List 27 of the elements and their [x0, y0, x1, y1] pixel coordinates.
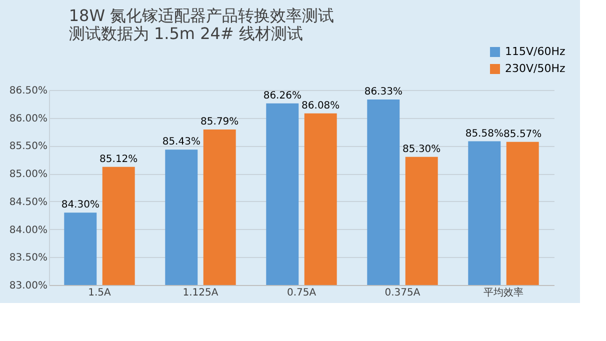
data-label: 86.33% — [364, 86, 402, 98]
x-tick-label: 1.125A — [182, 288, 218, 298]
y-tick-label: 86.00% — [9, 113, 48, 124]
x-tick-label: 1.5A — [88, 288, 112, 298]
y-tick-label: 84.50% — [9, 196, 48, 208]
data-label: 85.57% — [504, 128, 542, 140]
x-tick-label: 平均效率 — [484, 286, 524, 298]
data-label: 86.08% — [302, 100, 340, 112]
data-label: 85.30% — [402, 144, 441, 155]
x-tick-label: 0.75A — [286, 288, 316, 298]
data-label: 86.26% — [263, 90, 302, 102]
y-tick-label: 86.50% — [9, 86, 48, 96]
legend-label: 115V/60Hz — [505, 45, 566, 58]
y-tick-label: 85.50% — [9, 141, 48, 152]
legend-label: 230V/50Hz — [505, 62, 566, 75]
data-label: 84.30% — [61, 200, 100, 211]
data-label: 85.79% — [200, 116, 239, 128]
y-tick-label: 83.00% — [9, 280, 48, 292]
text: 测试数据为 1.5m 24# 线材测试 — [68, 24, 303, 43]
y-tick-label: 85.00% — [9, 169, 48, 180]
data-label: 85.43% — [162, 136, 200, 148]
y-tick-label: 84.00% — [9, 224, 48, 236]
data-label: 85.12% — [100, 154, 138, 165]
data-label: 85.58% — [465, 128, 504, 140]
text: 18W 氮化镓适配器产品转换效率测试 — [68, 6, 334, 25]
y-tick-label: 83.50% — [9, 252, 48, 264]
x-tick-label: 0.375A — [384, 288, 420, 298]
